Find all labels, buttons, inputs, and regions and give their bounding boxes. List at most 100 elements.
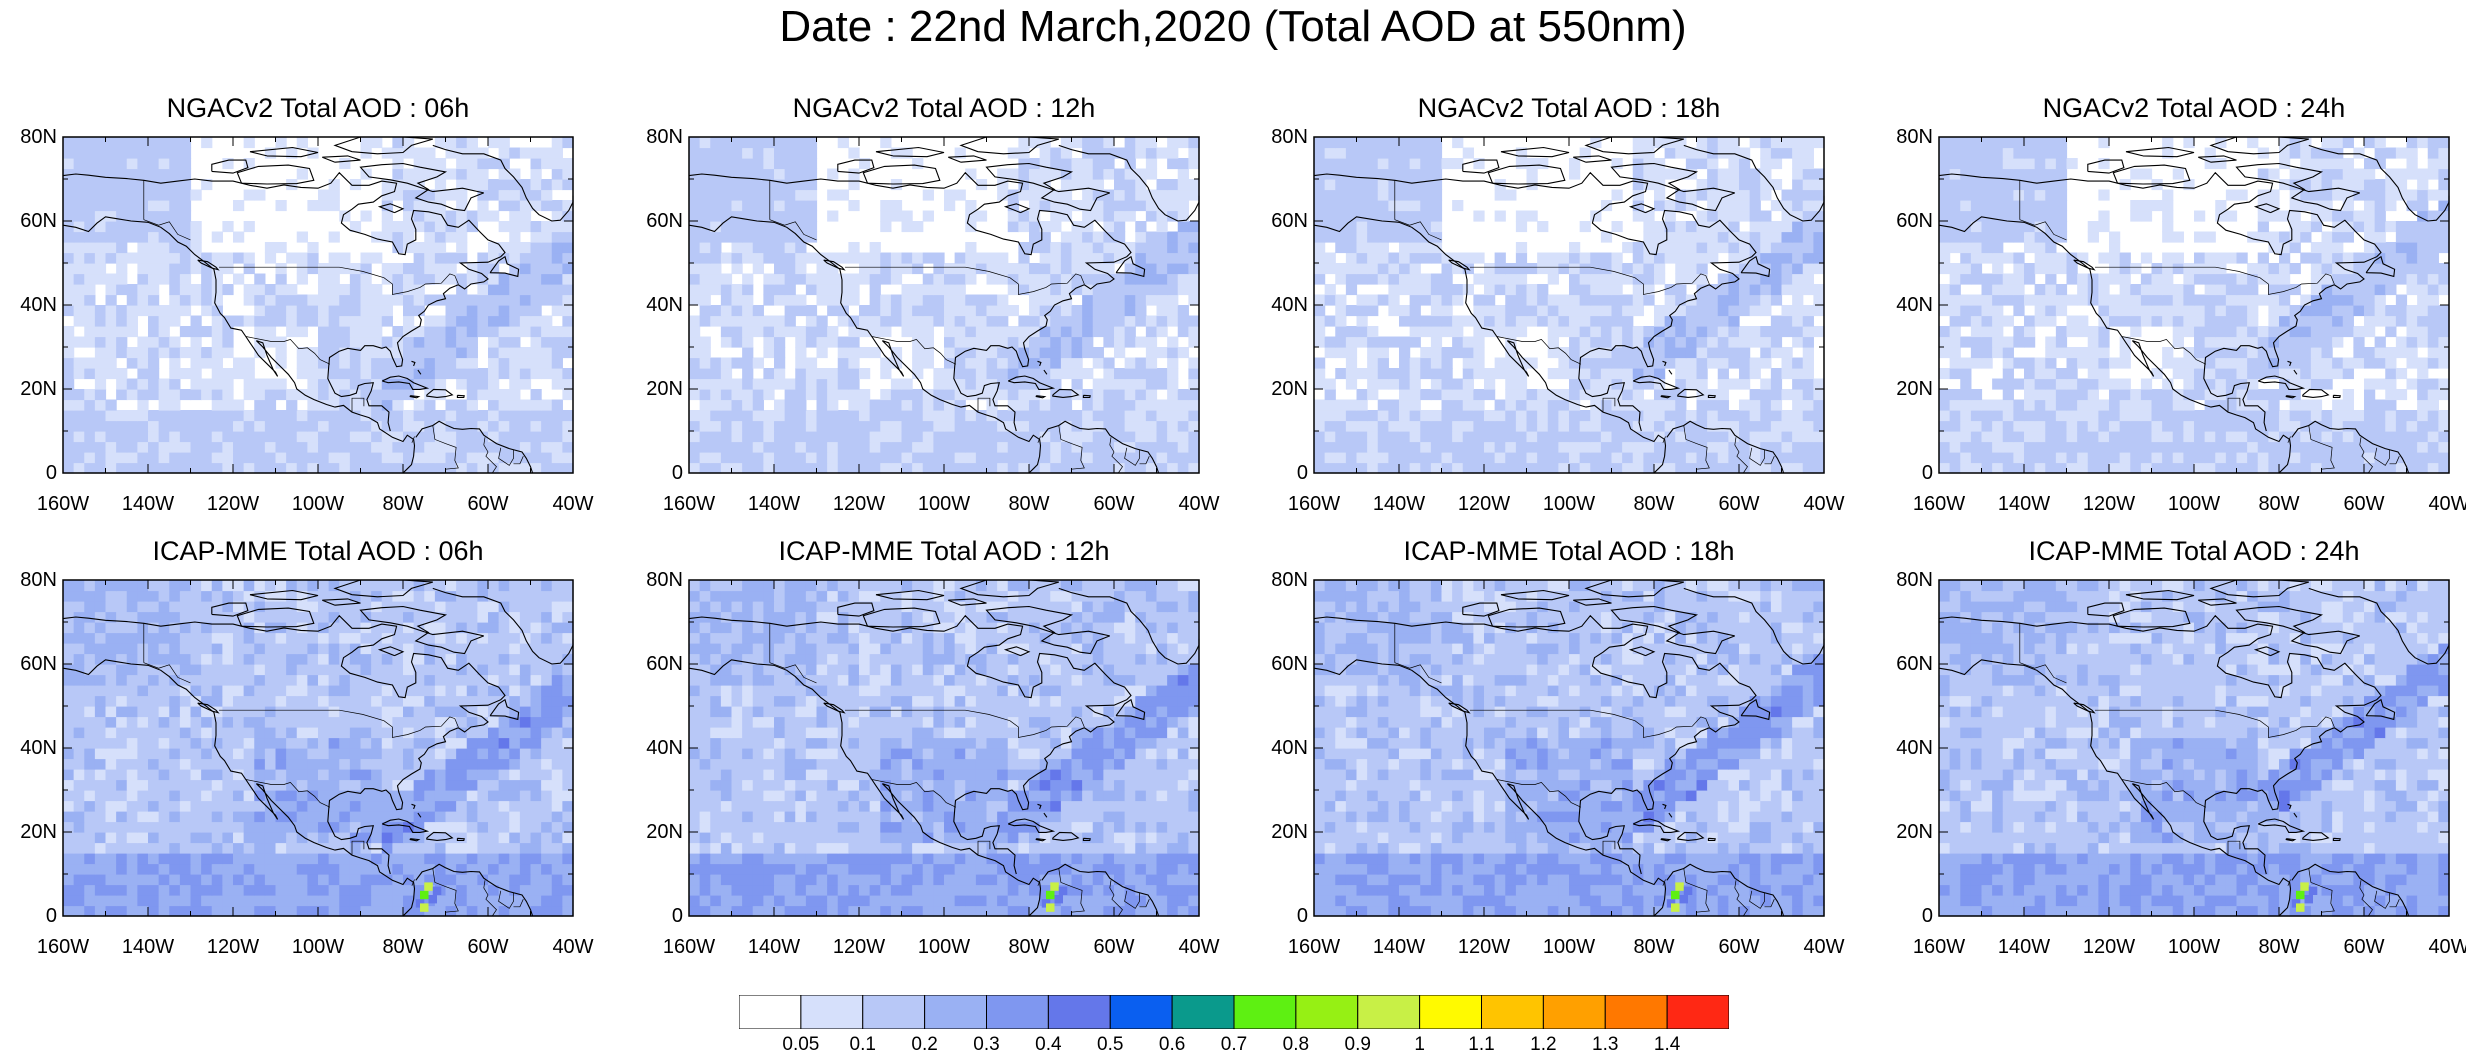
colorbar-swatch <box>800 995 864 1029</box>
coastlines <box>1938 136 2450 474</box>
lat-tick-label: 80N <box>20 569 57 591</box>
coastlines <box>688 579 1200 917</box>
lat-tick-label: 0 <box>1921 905 1933 927</box>
panel-title: NGACv2 Total AOD : 24h <box>2042 93 2346 123</box>
lon-tick-label: 100W <box>917 936 971 958</box>
lon-tick-label: 140W <box>747 493 801 515</box>
lon-tick-label: 100W <box>291 936 345 958</box>
coastlines <box>1938 579 2450 917</box>
lon-tick-label: 60W <box>467 493 509 515</box>
lon-tick-label: 60W <box>1718 936 1760 958</box>
aod-field <box>1939 580 2450 917</box>
lat-tick-label: 60N <box>1896 653 1933 675</box>
aod-map <box>688 579 1200 917</box>
lon-tick-label: 160W <box>1287 493 1341 515</box>
lat-tick-label: 40N <box>646 737 683 759</box>
panel-title: ICAP-MME Total AOD : 12h <box>778 536 1110 566</box>
coastlines <box>1313 579 1825 917</box>
lat-tick-label: 0 <box>1921 462 1933 484</box>
lat-tick-label: 0 <box>671 462 683 484</box>
lat-tick-label: 60N <box>1896 210 1933 232</box>
lon-tick-label: 40W <box>1803 936 1845 958</box>
lon-tick-label: 60W <box>1718 493 1760 515</box>
lat-tick-label: 80N <box>20 126 57 148</box>
colorbar-label: 0.7 <box>1220 1034 1248 1055</box>
aod-field <box>689 580 1200 917</box>
aod-map <box>1313 136 1825 474</box>
aod-field <box>1314 137 1825 474</box>
colorbar-swatch <box>739 995 802 1029</box>
lat-tick-label: 0 <box>1296 905 1308 927</box>
colorbar-swatch <box>862 995 926 1029</box>
colorbar-label: 1 <box>1414 1034 1425 1055</box>
lon-tick-label: 60W <box>1093 493 1135 515</box>
colorbar <box>739 995 1729 1029</box>
lon-tick-label: 160W <box>662 493 716 515</box>
lat-tick-label: 40N <box>20 294 57 316</box>
aod-field <box>689 137 1200 474</box>
lat-tick-label: 20N <box>20 821 57 843</box>
aod-map <box>62 579 574 917</box>
lon-tick-label: 160W <box>1287 936 1341 958</box>
lat-tick-label: 0 <box>45 905 57 927</box>
lon-tick-label: 40W <box>552 493 594 515</box>
aod-field <box>1939 137 2450 474</box>
colorbar-label: 0.5 <box>1097 1034 1124 1055</box>
lon-tick-label: 60W <box>467 936 509 958</box>
lon-tick-label: 80W <box>1633 493 1675 515</box>
lon-tick-label: 140W <box>1997 936 2051 958</box>
coastlines <box>1313 136 1825 474</box>
colorbar-swatch <box>1357 995 1421 1029</box>
coastlines <box>62 136 574 474</box>
panel-title: ICAP-MME Total AOD : 06h <box>152 536 484 566</box>
colorbar-label: 1.2 <box>1530 1034 1557 1055</box>
colorbar-swatch <box>1542 995 1606 1029</box>
lat-tick-label: 80N <box>1271 126 1308 148</box>
main-title: Date : 22nd March,2020 (Total AOD at 550… <box>779 2 1687 51</box>
lon-tick-label: 80W <box>2258 936 2300 958</box>
lon-tick-label: 140W <box>1997 493 2051 515</box>
lat-tick-label: 0 <box>1296 462 1308 484</box>
lon-tick-label: 80W <box>382 936 424 958</box>
lon-tick-label: 40W <box>2428 493 2466 515</box>
lon-tick-label: 40W <box>1178 936 1220 958</box>
lon-tick-label: 120W <box>1457 936 1511 958</box>
colorbar-swatch <box>1109 995 1173 1029</box>
lat-tick-label: 60N <box>646 653 683 675</box>
colorbar-label: 1.1 <box>1468 1034 1495 1055</box>
coastlines <box>62 579 574 917</box>
aod-map <box>1938 579 2450 917</box>
colorbar-swatch <box>924 995 988 1029</box>
aod-field <box>63 580 574 917</box>
aod-map <box>1938 136 2450 474</box>
colorbar-swatch <box>1481 995 1544 1029</box>
lat-tick-label: 80N <box>1896 126 1933 148</box>
colorbar-swatch <box>1666 995 1729 1029</box>
lon-tick-label: 140W <box>1372 936 1426 958</box>
colorbar-label: 0.1 <box>849 1034 876 1055</box>
lat-tick-label: 40N <box>1896 737 1933 759</box>
lon-tick-label: 100W <box>291 493 345 515</box>
aod-map <box>62 136 574 474</box>
lon-tick-label: 120W <box>2082 936 2136 958</box>
panel-title: NGACv2 Total AOD : 06h <box>166 93 470 123</box>
lon-tick-label: 160W <box>662 936 716 958</box>
lat-tick-label: 60N <box>20 210 57 232</box>
lon-tick-label: 80W <box>1633 936 1675 958</box>
lon-tick-label: 60W <box>2343 936 2385 958</box>
lon-tick-label: 100W <box>1542 493 1596 515</box>
lon-tick-label: 40W <box>1178 493 1220 515</box>
lon-tick-label: 120W <box>206 493 260 515</box>
lat-tick-label: 60N <box>1271 210 1308 232</box>
colorbar-label: 0.8 <box>1282 1034 1310 1055</box>
colorbar-swatch <box>986 995 1049 1029</box>
colorbar-label: 0.05 <box>782 1034 820 1055</box>
lat-tick-label: 80N <box>1896 569 1933 591</box>
lat-tick-label: 60N <box>20 653 57 675</box>
lon-tick-label: 160W <box>1912 936 1966 958</box>
lat-tick-label: 80N <box>646 126 683 148</box>
colorbar-label: 0.2 <box>911 1034 938 1055</box>
lon-tick-label: 40W <box>2428 936 2466 958</box>
lon-tick-label: 80W <box>1008 936 1050 958</box>
colorbar-label: 0.4 <box>1035 1034 1062 1055</box>
